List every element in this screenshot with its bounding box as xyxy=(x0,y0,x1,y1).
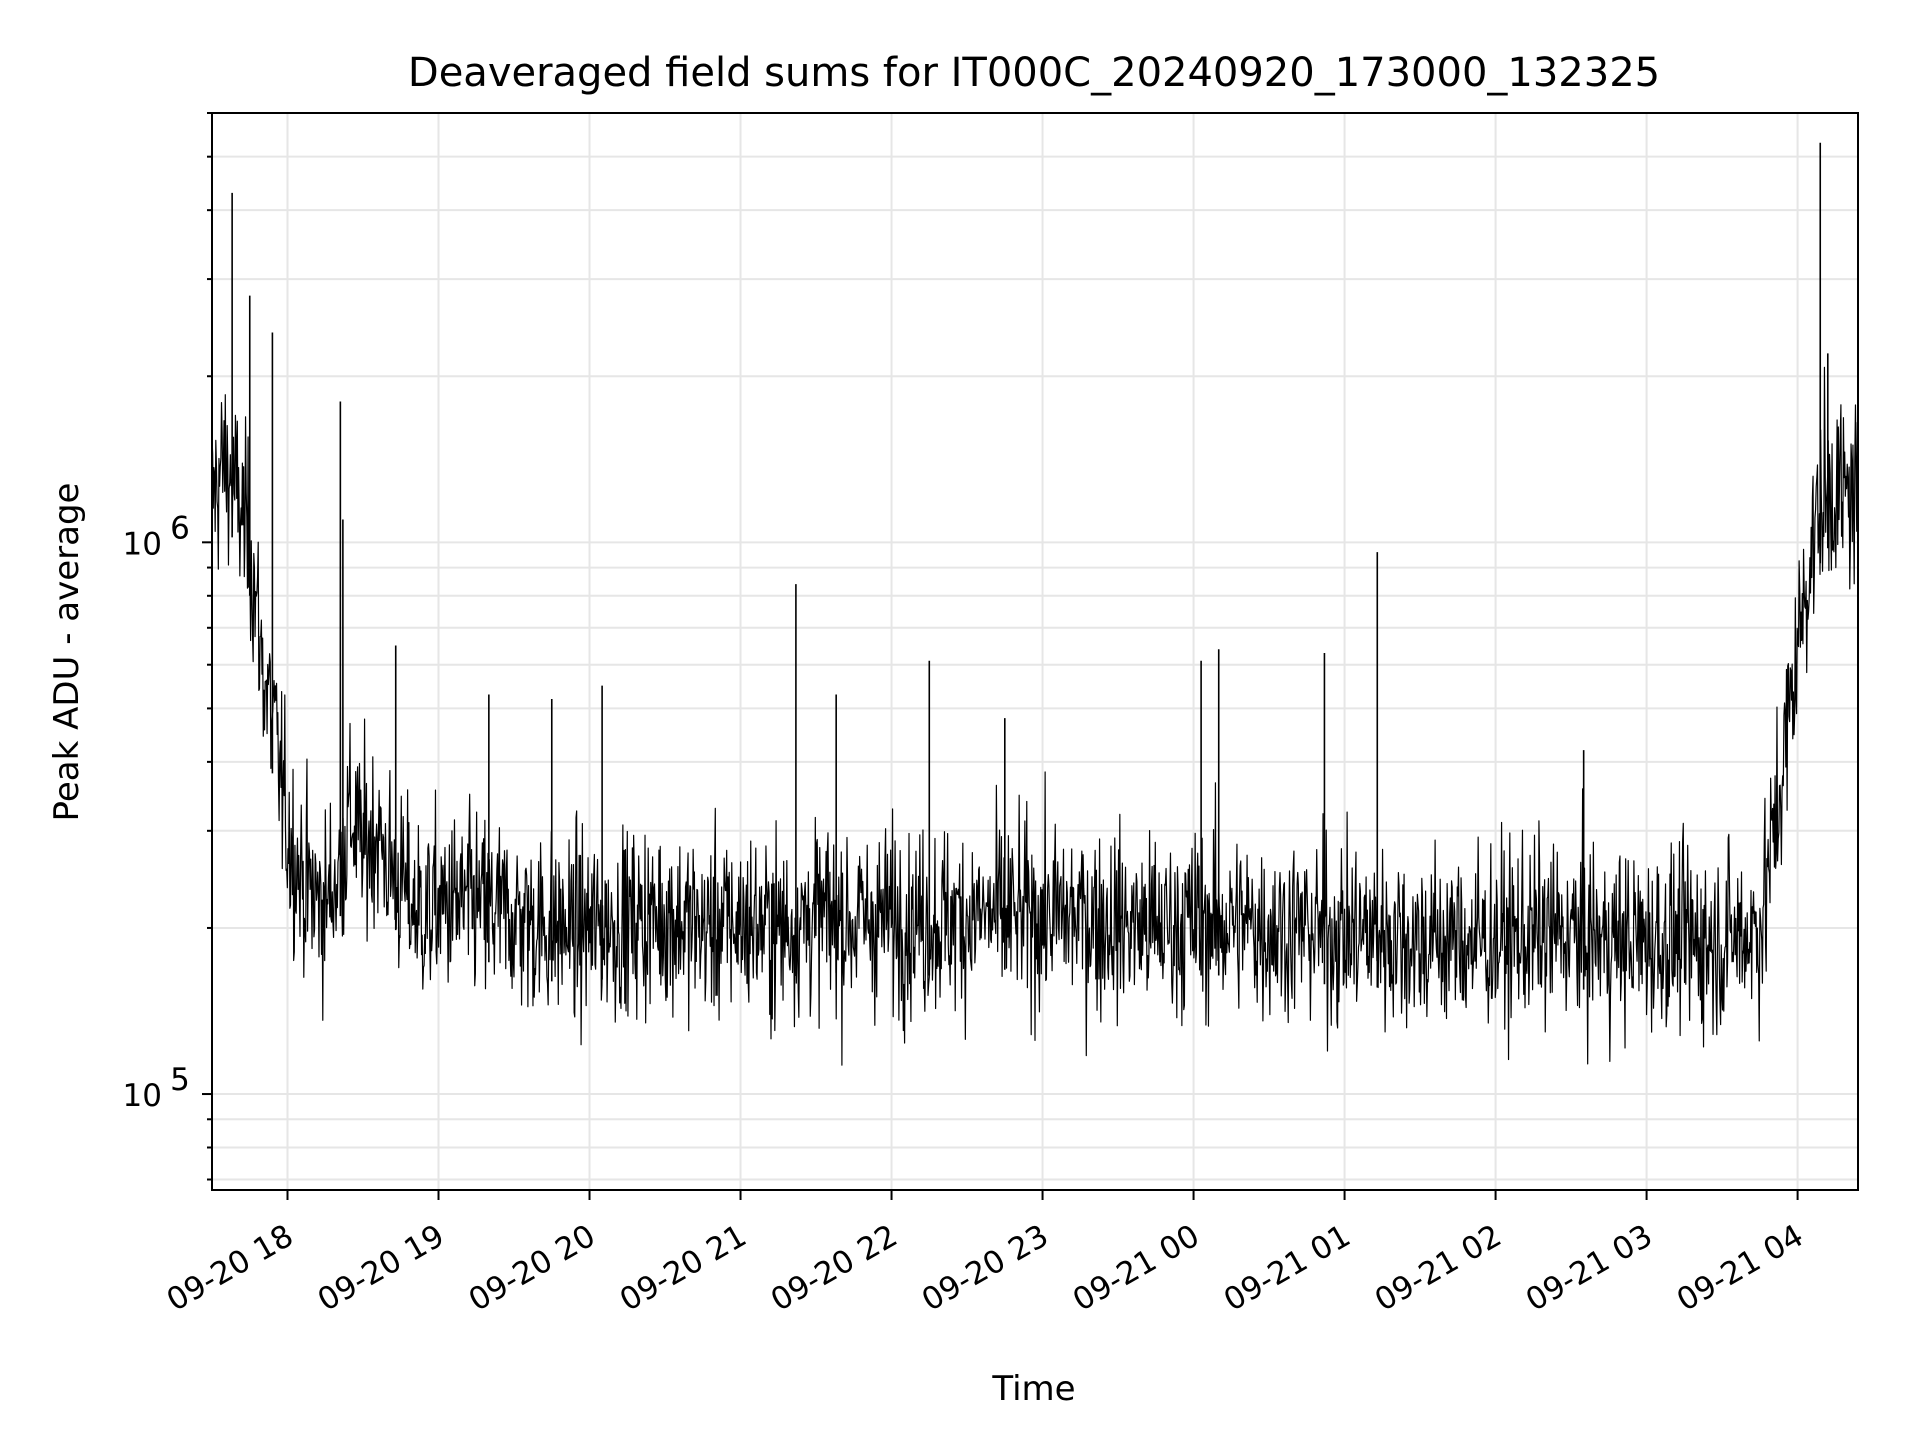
plot-frame xyxy=(211,112,1859,1191)
y-tick-exponent: 5 xyxy=(170,1062,190,1098)
y-tick-exponent: 6 xyxy=(170,510,190,546)
y-tick-label: 10 xyxy=(123,1078,162,1114)
grid xyxy=(212,112,1858,1190)
chart-title: Deaveraged field sums for IT000C_2024092… xyxy=(408,50,1660,96)
y-axis-label: Peak ADU - average xyxy=(47,483,87,822)
y-tick-label: 10 xyxy=(123,526,162,562)
series-line xyxy=(211,142,1859,1066)
x-axis-label: Time xyxy=(991,1369,1075,1409)
